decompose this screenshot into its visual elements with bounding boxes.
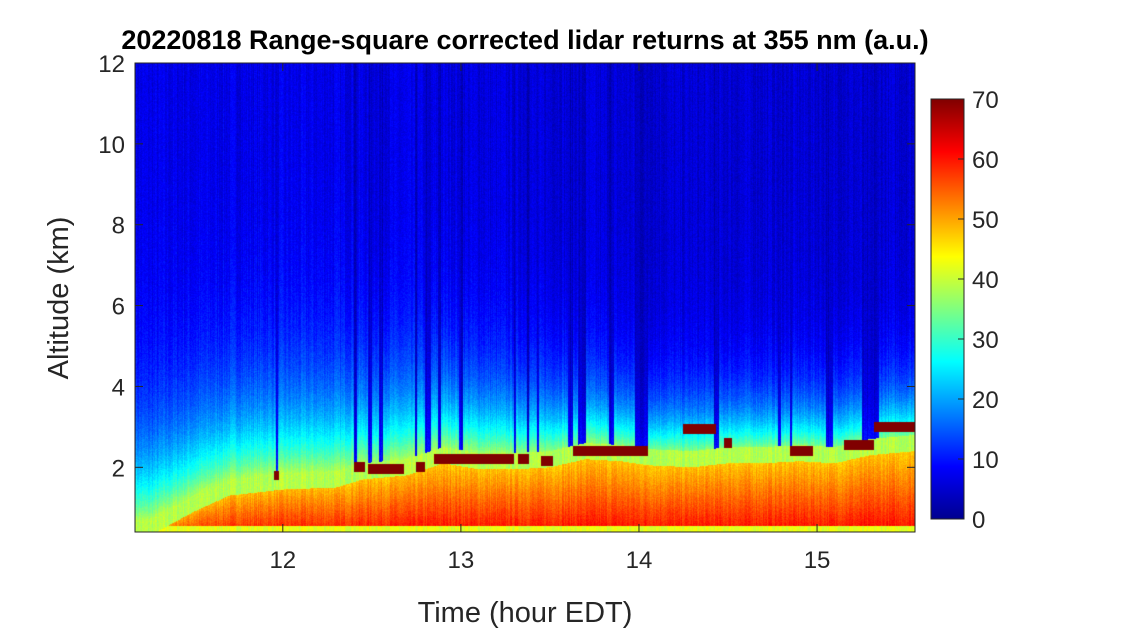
chart-title: 20220818 Range-square corrected lidar re…: [121, 25, 928, 55]
colorbar-tick-label: 30: [972, 327, 999, 354]
y-axis-ticks: 2 4 6 8 10 12: [98, 51, 915, 482]
colorbar-tick-label: 40: [972, 267, 999, 294]
x-tick-label: 15: [804, 547, 831, 574]
colorbar-tick-label: 20: [972, 387, 999, 414]
x-tick-label: 12: [269, 547, 296, 574]
y-tick-label: 6: [112, 294, 125, 321]
colorbar-tick-label: 0: [972, 507, 985, 534]
y-axis-label: Altitude (km): [43, 217, 75, 380]
colorbar-tick-label: 60: [972, 147, 999, 174]
x-tick-label: 14: [626, 547, 653, 574]
y-tick-label: 2: [112, 455, 125, 482]
y-tick-label: 8: [112, 213, 125, 240]
colorbar-tick-label: 70: [972, 87, 999, 114]
colorbar: [930, 98, 965, 520]
colorbar-tick-label: 10: [972, 447, 999, 474]
heatmap-image: [135, 63, 915, 532]
y-tick-label: 12: [98, 51, 125, 78]
x-axis-ticks: 12 13 14 15: [269, 63, 830, 574]
colorbar-ticks: 0 10 20 30 40 50 60 70: [958, 87, 999, 534]
y-tick-label: 10: [98, 132, 125, 159]
x-axis-label: Time (hour EDT): [418, 597, 633, 629]
x-tick-label: 13: [448, 547, 475, 574]
plot-area: [135, 63, 915, 532]
colorbar-tick-label: 50: [972, 207, 999, 234]
plot-frame: [134, 62, 916, 533]
y-tick-label: 4: [112, 374, 125, 401]
